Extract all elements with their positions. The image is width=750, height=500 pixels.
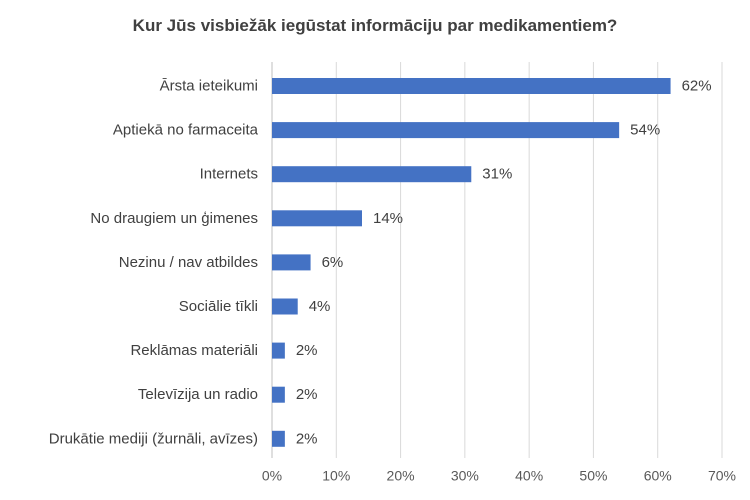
data-label: 54% — [630, 122, 660, 139]
x-tick-label: 70% — [708, 467, 736, 483]
chart-title: Kur Jūs visbiežāk iegūstat informāciju p… — [132, 16, 618, 35]
bar — [272, 430, 285, 447]
data-label: 2% — [296, 342, 318, 359]
bar — [272, 122, 620, 139]
data-label: 62% — [682, 78, 712, 95]
bar — [272, 78, 671, 94]
category-label: Sociālie tīkli — [179, 298, 258, 315]
category-label: Internets — [200, 166, 258, 183]
data-label: 4% — [309, 298, 331, 315]
category-label: Ārsta ieteikumi — [160, 78, 258, 95]
category-label: Aptiekā no farmaceita — [113, 122, 259, 139]
category-label: Drukātie mediji (žurnāli, avīzes) — [49, 430, 258, 447]
bar — [272, 210, 362, 227]
data-label: 2% — [296, 386, 318, 403]
data-label: 2% — [296, 430, 318, 447]
bar — [272, 254, 311, 271]
category-label: Reklāmas materiāli — [130, 342, 258, 359]
category-label: Nezinu / nav atbildes — [119, 254, 258, 271]
bar — [272, 298, 298, 315]
x-tick-label: 40% — [515, 467, 543, 483]
bar — [272, 386, 285, 403]
x-tick-label: 10% — [322, 467, 350, 483]
data-label: 31% — [482, 166, 512, 183]
x-tick-label: 50% — [579, 467, 607, 483]
bar — [272, 166, 472, 183]
x-tick-label: 0% — [262, 467, 282, 483]
category-label: Televīzija un radio — [138, 386, 258, 403]
x-tick-label: 30% — [451, 467, 479, 483]
data-label: 6% — [322, 254, 344, 271]
x-tick-label: 20% — [387, 467, 415, 483]
category-label: No draugiem un ģimenes — [90, 210, 258, 227]
data-label: 14% — [373, 210, 403, 227]
x-tick-label: 60% — [644, 467, 672, 483]
bar — [272, 342, 285, 359]
